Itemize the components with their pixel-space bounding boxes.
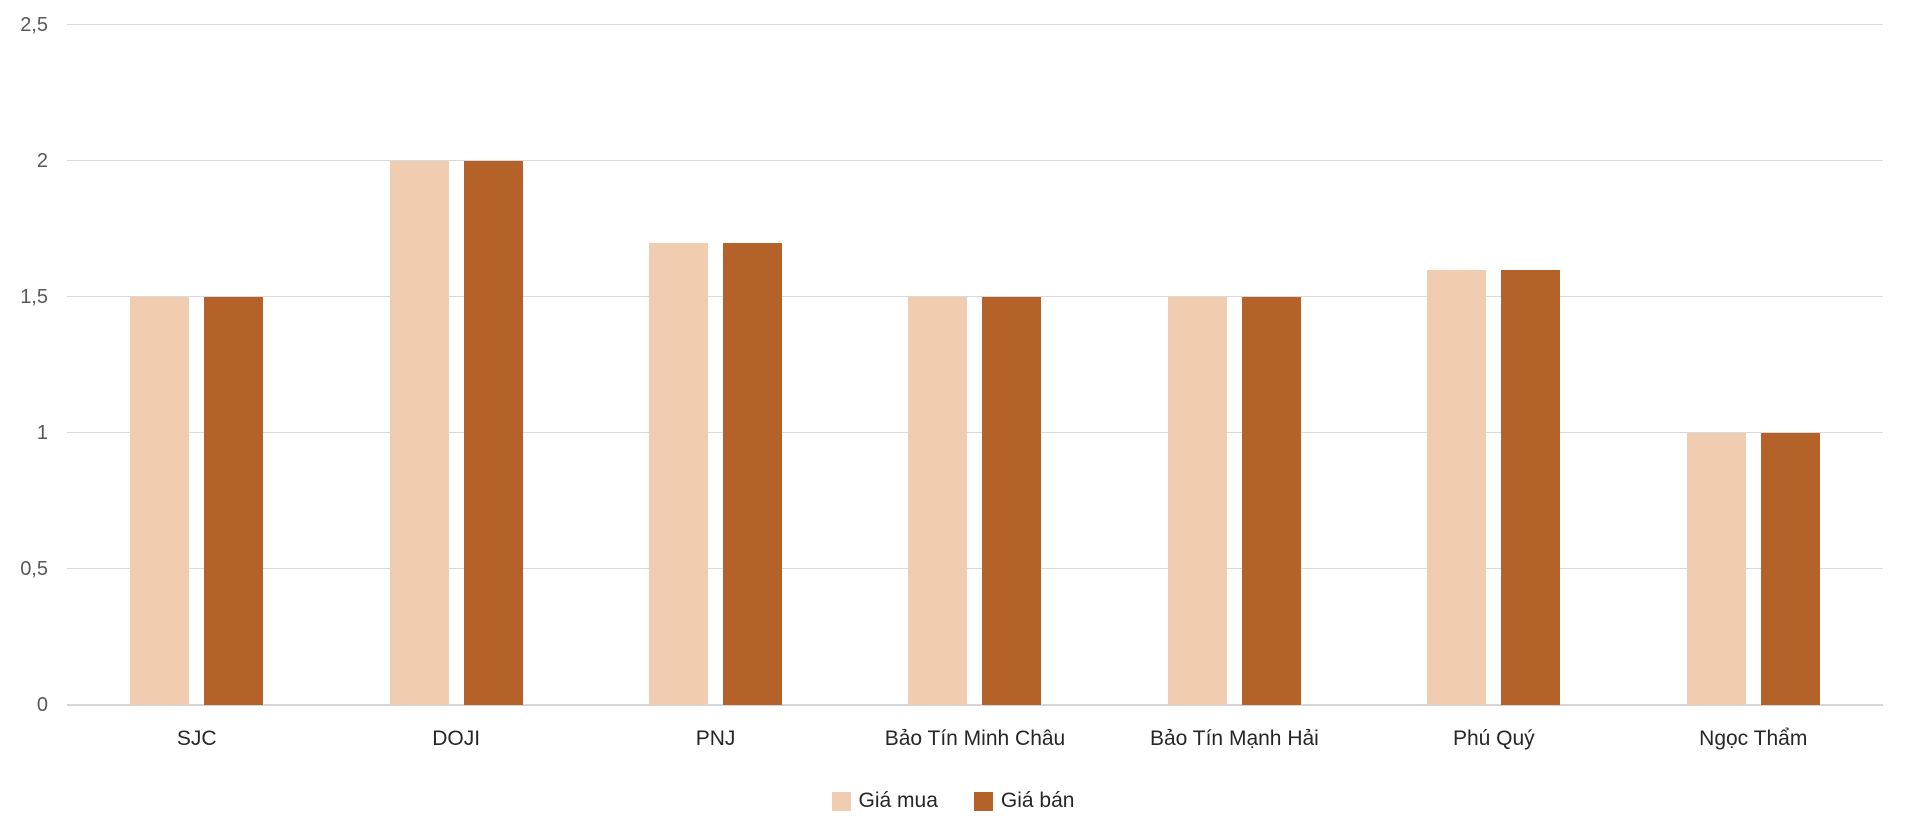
legend-swatch-icon — [831, 791, 851, 811]
bar-gia-ban-ngoc-tham — [1760, 433, 1820, 705]
gridline — [67, 24, 1883, 25]
gridline — [67, 568, 1883, 569]
bar-gia-mua-doji — [389, 161, 449, 705]
bar-gia-ban-phu-quy — [1501, 269, 1561, 705]
bar-gia-mua-pnj — [649, 242, 709, 705]
y-tick-label: 2,5 — [20, 14, 48, 36]
gridline — [67, 160, 1883, 161]
bar-gia-mua-bao-tin-manh-hai — [1167, 297, 1227, 705]
category-label-phu-quy: Phú Quý — [1452, 727, 1535, 750]
legend-label: Giá bán — [1000, 789, 1075, 812]
bar-gia-ban-pnj — [723, 242, 783, 705]
y-tick-label: 0,5 — [20, 558, 48, 580]
bar-gia-mua-bao-tin-minh-chau — [908, 297, 968, 705]
x-axis-category-labels: SJC DOJI PNJ Bảo Tín Minh Châu Bảo Tín Mạnh … — [67, 727, 1883, 751]
y-tick-label: 2 — [36, 150, 48, 172]
bar-group-bao-tin-minh-chau — [845, 25, 1104, 705]
category-label-doji: DOJI — [432, 727, 481, 750]
bar-gia-ban-bao-tin-manh-hai — [1241, 297, 1301, 705]
bar-group-phu-quy — [1364, 25, 1623, 705]
plot-area — [67, 24, 1883, 706]
bar-gia-mua-phu-quy — [1427, 269, 1487, 705]
legend-label: Giá mua — [858, 789, 938, 812]
legend-item-gia-mua: Giá mua — [831, 789, 938, 813]
bar-group-ngoc-tham — [1624, 25, 1883, 705]
legend-swatch-icon — [973, 791, 993, 811]
category-label-bao-tin-minh-chau: Bảo Tín Minh Châu — [884, 727, 1066, 750]
category-label-ngoc-tham: Ngọc Thẩm — [1699, 727, 1808, 750]
bar-gia-mua-ngoc-tham — [1686, 433, 1746, 705]
category-label-pnj: PNJ — [695, 727, 736, 750]
bar-gia-ban-doji — [463, 161, 523, 705]
legend: Giá mua Giá bán — [0, 789, 1906, 813]
category-label-sjc: SJC — [176, 727, 217, 750]
bar-gia-ban-bao-tin-minh-chau — [982, 297, 1042, 705]
bar-group-bao-tin-manh-hai — [1105, 25, 1364, 705]
bar-group-pnj — [586, 25, 845, 705]
bar-group-doji — [326, 25, 585, 705]
bar-group-sjc — [67, 25, 326, 705]
bar-gia-mua-sjc — [130, 297, 190, 705]
gridline — [67, 296, 1883, 297]
gridline — [67, 432, 1883, 433]
category-label-bao-tin-manh-hai: Bảo Tín Mạnh Hải — [1149, 727, 1319, 750]
y-tick-label: 1 — [36, 422, 48, 444]
x-axis-line — [67, 704, 1883, 706]
legend-item-gia-ban: Giá bán — [973, 789, 1075, 813]
y-tick-label: 0 — [36, 694, 48, 716]
bar-gia-ban-sjc — [204, 297, 264, 705]
y-tick-label: 1,5 — [20, 286, 48, 308]
